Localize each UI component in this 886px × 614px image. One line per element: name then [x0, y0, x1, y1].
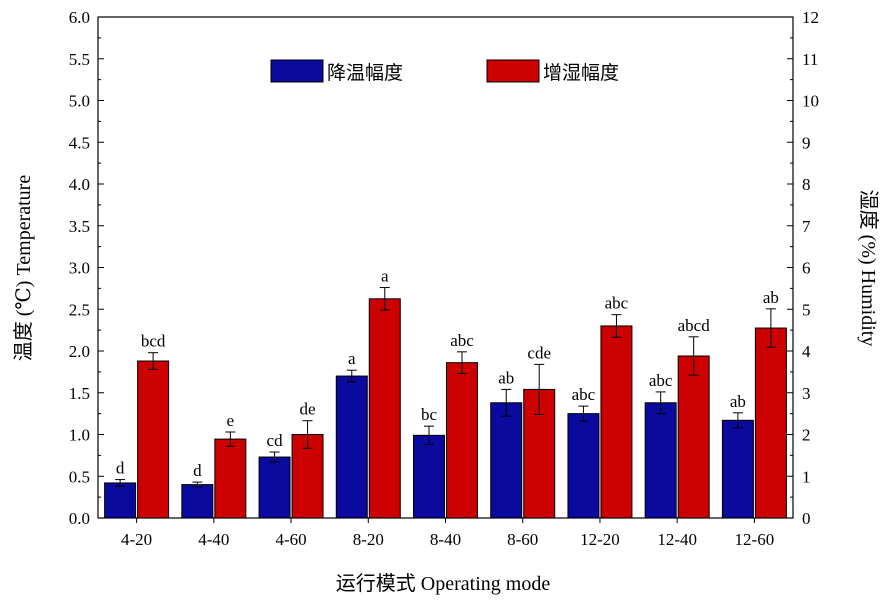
legend-label-cooling: 降温幅度: [327, 62, 403, 84]
bar: [137, 360, 170, 519]
significance-label: ab: [763, 288, 779, 307]
x-tick-label: 4-20: [121, 530, 152, 549]
bar: [754, 327, 787, 519]
significance-label: bcd: [141, 332, 166, 351]
significance-label: cde: [527, 343, 551, 362]
x-tick-label: 12-60: [735, 530, 775, 549]
y-tick-label: 1.0: [69, 426, 90, 445]
bar: [181, 484, 214, 519]
bar: [644, 402, 677, 519]
bar: [413, 434, 445, 519]
y-tick-label: 5.5: [69, 50, 90, 69]
significance-label: e: [227, 411, 235, 430]
significance-label: d: [193, 461, 202, 480]
y2-tick-label: 2: [802, 426, 811, 445]
significance-label: cd: [267, 431, 284, 450]
legend: 降温幅度 增湿幅度: [270, 59, 619, 84]
y2-tick-label: 0: [802, 509, 811, 528]
bar: [446, 362, 478, 519]
x-tick-label: 8-40: [430, 530, 461, 549]
bar: [490, 402, 523, 519]
bar: [104, 482, 137, 519]
bar: [258, 456, 291, 519]
bar: [567, 413, 600, 519]
bar: [291, 434, 324, 519]
significance-label: ab: [498, 368, 514, 387]
y2-tick-label: 12: [802, 8, 819, 27]
x-tick-label: 12-40: [657, 530, 697, 549]
y2-axis-title: 湿度 (%) Humidity: [857, 190, 880, 347]
y2-tick-label: 8: [802, 175, 811, 194]
bar: [600, 325, 633, 519]
y2-tick-label: 4: [802, 342, 811, 361]
y2-tick-label: 3: [802, 384, 811, 403]
x-tick-label: 8-60: [507, 530, 538, 549]
y-tick-label: 5.0: [69, 92, 90, 111]
y-tick-label: 3.0: [69, 259, 90, 278]
y2-tick-label: 5: [802, 300, 811, 319]
y-tick-label: 4.5: [69, 133, 90, 152]
significance-label: abc: [572, 385, 596, 404]
significance-label: abcd: [678, 316, 711, 335]
x-tick-label: 8-20: [353, 530, 384, 549]
x-tick-label: 4-40: [198, 530, 229, 549]
legend-swatch-cooling: [270, 59, 324, 83]
y-tick-label: 2.5: [69, 300, 90, 319]
y2-tick-label: 6: [802, 259, 811, 278]
y2-tick-label: 7: [802, 217, 811, 236]
bar: [335, 375, 368, 519]
bar: [368, 298, 401, 519]
significance-label: abc: [605, 294, 629, 313]
significance-label: de: [300, 400, 316, 419]
y-tick-label: 4.0: [69, 175, 90, 194]
significance-label: abc: [649, 371, 673, 390]
significance-label: a: [381, 267, 389, 286]
y-tick-label: 1.5: [69, 384, 90, 403]
significance-label: ab: [730, 392, 746, 411]
y2-tick-label: 9: [802, 133, 811, 152]
y2-tick-label: 10: [802, 92, 819, 111]
significance-label: abc: [450, 331, 474, 350]
y2-tick-label: 11: [802, 50, 818, 69]
significance-label: a: [348, 349, 356, 368]
x-axis-title: 运行模式 Operating mode: [336, 572, 551, 595]
legend-swatch-humidifying: [486, 59, 540, 83]
plot-area: 0.0 0.5 1.0 1.5 2.0 2.5 3.0 3.5 4.0 4.5 5.0 5.5 6.0 0…: [69, 8, 819, 549]
bar: [721, 419, 754, 519]
legend-label-humidifying: 增湿幅度: [543, 62, 619, 84]
bar: [677, 355, 710, 519]
y-tick-label: 2.0: [69, 342, 90, 361]
significance-label: d: [116, 459, 125, 478]
x-tick-label: 4-60: [275, 530, 306, 549]
y-tick-label: 0.5: [69, 467, 90, 486]
y2-tick-label: 1: [802, 467, 811, 486]
x-tick-label: 12-20: [580, 530, 620, 549]
y-tick-label: 0.0: [69, 509, 90, 528]
y-axis-title: 温度 (℃) Temperature: [12, 175, 35, 362]
y-tick-label: 3.5: [69, 217, 90, 236]
y-tick-label: 6.0: [69, 8, 90, 27]
bar: [214, 438, 247, 519]
significance-label: bc: [421, 405, 438, 424]
